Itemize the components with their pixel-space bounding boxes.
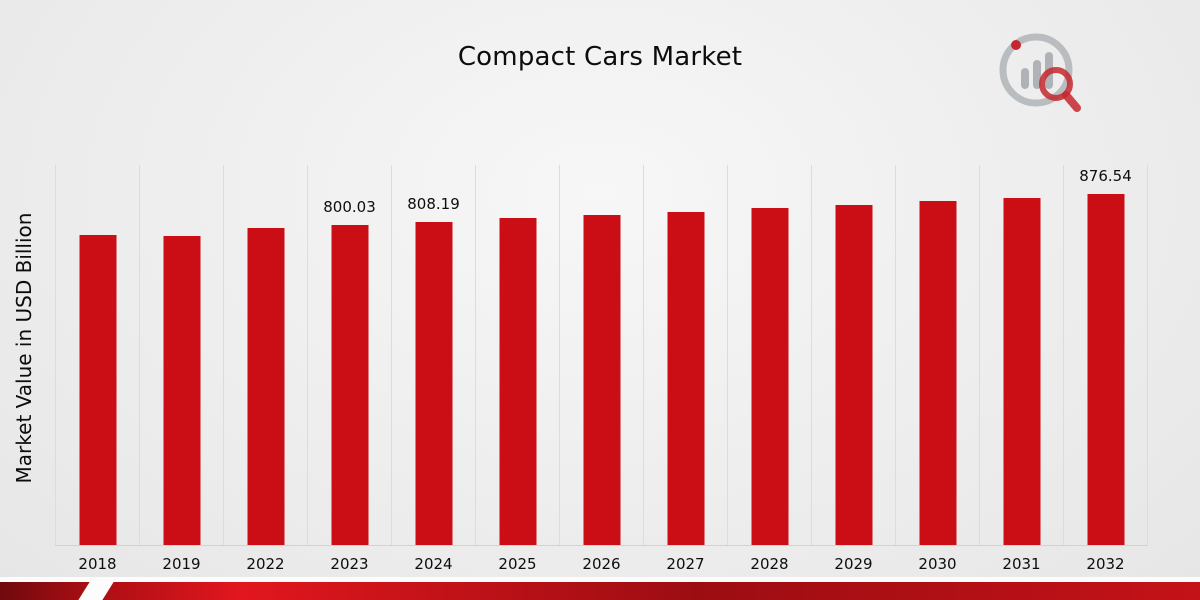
x-tick-2022: 2022 <box>246 555 285 573</box>
chart-title: Compact Cars Market <box>457 42 743 72</box>
logo-red-dot-icon <box>1011 40 1021 50</box>
x-tick-2030: 2030 <box>918 555 957 573</box>
category-cell-2030: 2030 <box>895 165 979 573</box>
bar-2025 <box>499 218 536 545</box>
bar-2029 <box>835 205 872 545</box>
category-cell-2028: 2028 <box>727 165 811 573</box>
logo-bar-short-icon <box>1021 68 1029 89</box>
bar-2032 <box>1087 194 1124 545</box>
bar-2031 <box>1003 198 1040 545</box>
x-tick-2026: 2026 <box>582 555 621 573</box>
logo-bar-medium-icon <box>1033 60 1041 89</box>
x-tick-2019: 2019 <box>162 555 201 573</box>
x-tick-2028: 2028 <box>750 555 789 573</box>
bottom-ribbon-white-line <box>0 577 1200 582</box>
x-tick-2018: 2018 <box>78 555 117 573</box>
category-cell-2032: 876.54 2032 <box>1063 165 1148 573</box>
category-cell-2019: 2019 <box>139 165 223 573</box>
bar-2019 <box>163 236 200 545</box>
bar-2027 <box>667 212 704 545</box>
bottom-ribbon <box>0 582 1200 600</box>
logo-graphic <box>999 33 1081 112</box>
x-tick-2031: 2031 <box>1002 555 1041 573</box>
x-tick-2024: 2024 <box>414 555 453 573</box>
bottom-ribbon-diagonal-cut <box>78 582 114 600</box>
x-tick-2027: 2027 <box>666 555 705 573</box>
bar-2023 <box>331 225 368 545</box>
bar-value-label-2023: 800.03 <box>323 198 376 216</box>
category-cell-2025: 2025 <box>475 165 559 573</box>
bar-2018 <box>79 235 116 545</box>
category-cell-2029: 2029 <box>811 165 895 573</box>
category-cell-2023: 800.03 2023 <box>307 165 391 573</box>
x-tick-2025: 2025 <box>498 555 537 573</box>
bar-value-label-2032: 876.54 <box>1079 167 1132 185</box>
bar-2030 <box>919 201 956 545</box>
category-cell-2026: 2026 <box>559 165 643 573</box>
bar-value-label-2024: 808.19 <box>407 195 460 213</box>
category-cell-2022: 2022 <box>223 165 307 573</box>
plot-area: 2018 2019 2022 800.03 2023 808.19 2024 2025 2026… <box>55 165 1148 573</box>
bar-2026 <box>583 215 620 545</box>
x-tick-2029: 2029 <box>834 555 873 573</box>
y-axis-label: Market Value in USD Billion <box>12 212 36 484</box>
category-cell-2024: 808.19 2024 <box>391 165 475 573</box>
x-tick-2032: 2032 <box>1086 555 1125 573</box>
category-cell-2027: 2027 <box>643 165 727 573</box>
category-cell-2031: 2031 <box>979 165 1063 573</box>
market-research-future-logo <box>992 28 1088 118</box>
magnifier-handle-icon <box>1062 91 1081 112</box>
bar-2024 <box>415 222 452 545</box>
x-tick-2023: 2023 <box>330 555 369 573</box>
category-cell-2018: 2018 <box>55 165 139 573</box>
bar-2022 <box>247 228 284 545</box>
logo-ring <box>999 33 1073 107</box>
bar-2028 <box>751 208 788 545</box>
magnifier-lens-icon <box>1039 67 1073 101</box>
